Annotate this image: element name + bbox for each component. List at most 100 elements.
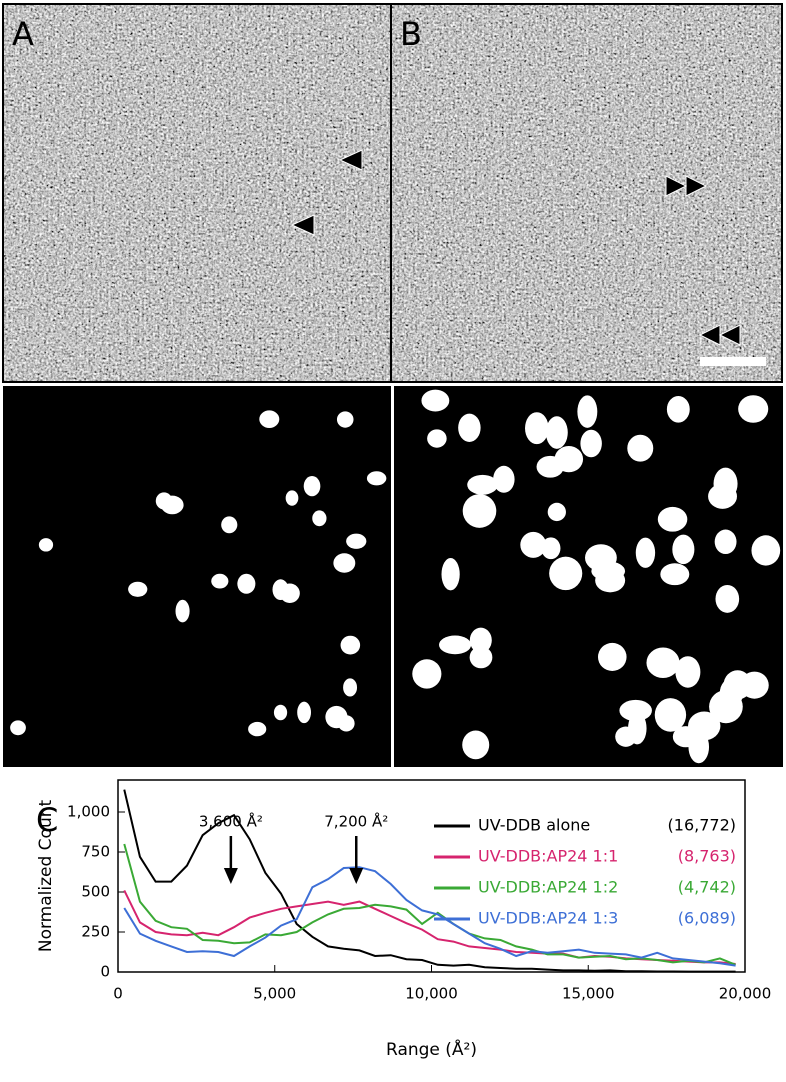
particle bbox=[439, 635, 472, 655]
series-line bbox=[123, 889, 736, 965]
particle bbox=[751, 535, 781, 566]
arrowhead bbox=[290, 214, 315, 236]
legend-count: (6,089) bbox=[678, 909, 736, 928]
x-tick-label: 15,000 bbox=[562, 985, 615, 1003]
particle bbox=[336, 411, 354, 428]
arrowhead bbox=[665, 175, 688, 197]
particle bbox=[738, 395, 769, 423]
particle bbox=[441, 557, 460, 591]
plot-frame bbox=[117, 779, 746, 973]
blobs bbox=[10, 389, 781, 764]
panel-label: A bbox=[12, 15, 34, 53]
particle bbox=[333, 553, 356, 573]
particle bbox=[627, 434, 654, 462]
particle bbox=[155, 492, 173, 510]
particle bbox=[303, 476, 321, 497]
particle bbox=[545, 416, 568, 449]
particle bbox=[714, 529, 737, 555]
particle bbox=[635, 537, 656, 568]
particle bbox=[462, 494, 497, 528]
particle bbox=[719, 678, 744, 708]
x-axis-label: Range (Å²) bbox=[386, 1038, 477, 1060]
arrowhead bbox=[718, 324, 741, 346]
particle bbox=[619, 699, 652, 722]
particle bbox=[10, 720, 26, 736]
legend-count: (4,742) bbox=[678, 878, 736, 897]
micrographs: A B bbox=[2, 3, 783, 383]
x-tick-label: 0 bbox=[113, 985, 123, 1003]
arrowhead bbox=[338, 149, 363, 171]
particle bbox=[597, 642, 627, 671]
particle bbox=[577, 395, 598, 428]
particle bbox=[128, 581, 148, 597]
series-line bbox=[123, 843, 736, 966]
particle bbox=[660, 563, 690, 586]
particle bbox=[211, 573, 229, 589]
legend-label: UV-DDB:AP24 1:2 bbox=[478, 878, 618, 897]
x-tick-label: 10,000 bbox=[405, 985, 458, 1003]
particle bbox=[646, 647, 680, 678]
particle bbox=[312, 510, 327, 527]
y-tick-label: 750 bbox=[81, 843, 110, 861]
particle bbox=[549, 556, 583, 591]
particle bbox=[654, 698, 687, 732]
scale-bar bbox=[700, 357, 766, 366]
y-tick-label: 500 bbox=[81, 883, 110, 901]
particle bbox=[221, 516, 238, 534]
binary-mask-a bbox=[3, 386, 391, 767]
y-tick-label: 1,000 bbox=[67, 803, 110, 821]
particle bbox=[297, 701, 311, 724]
particle bbox=[340, 635, 361, 655]
particle bbox=[366, 471, 387, 486]
particle bbox=[615, 726, 637, 747]
legend-label: UV-DDB:AP24 1:1 bbox=[478, 847, 618, 866]
particle bbox=[427, 429, 447, 448]
particle bbox=[520, 531, 547, 558]
legend-count: (16,772) bbox=[668, 816, 736, 835]
particle bbox=[536, 455, 564, 478]
legend-label: UV-DDB alone bbox=[478, 816, 590, 835]
annotation-arrowhead bbox=[223, 868, 238, 884]
micrograph-frame bbox=[2, 3, 783, 383]
y-tick-label: 0 bbox=[100, 963, 110, 981]
micrograph-a bbox=[4, 5, 390, 381]
chart: 0 250 500 750 1,000 0 5,000 10,000 15,000 20,000 R… bbox=[36, 779, 772, 1060]
particle bbox=[279, 583, 300, 603]
y-axis-label: Normalized Count bbox=[36, 800, 56, 953]
y-tick-label: 250 bbox=[81, 923, 110, 941]
x-tick-label: 5,000 bbox=[253, 985, 296, 1003]
particle bbox=[248, 721, 267, 737]
particle bbox=[675, 656, 701, 688]
series-line bbox=[123, 789, 736, 973]
particle bbox=[412, 659, 442, 689]
annotation: 7,200 Å² bbox=[324, 812, 388, 831]
particle bbox=[458, 413, 481, 442]
particle bbox=[657, 506, 688, 532]
particle bbox=[38, 538, 54, 552]
particle bbox=[708, 483, 737, 509]
annotation-arrowhead bbox=[349, 868, 364, 884]
particle bbox=[525, 412, 549, 445]
particle bbox=[715, 584, 740, 613]
particle bbox=[580, 429, 602, 458]
particle bbox=[467, 474, 498, 495]
particle bbox=[672, 534, 695, 565]
particle bbox=[259, 410, 280, 429]
particle bbox=[273, 704, 288, 721]
particle bbox=[343, 678, 358, 697]
panel-label: C bbox=[36, 801, 58, 839]
particle bbox=[462, 730, 490, 760]
series-line bbox=[123, 866, 736, 967]
particle bbox=[325, 705, 348, 729]
particle bbox=[285, 490, 299, 506]
particle bbox=[493, 465, 515, 493]
panel-label: B bbox=[400, 15, 422, 53]
annotation: 3,600 Å² bbox=[199, 812, 263, 831]
particle bbox=[237, 573, 256, 594]
x-tick-label: 20,000 bbox=[719, 985, 772, 1003]
particle bbox=[346, 533, 367, 549]
particle bbox=[666, 395, 690, 423]
particle bbox=[469, 627, 492, 653]
legend-count: (8,763) bbox=[678, 847, 736, 866]
